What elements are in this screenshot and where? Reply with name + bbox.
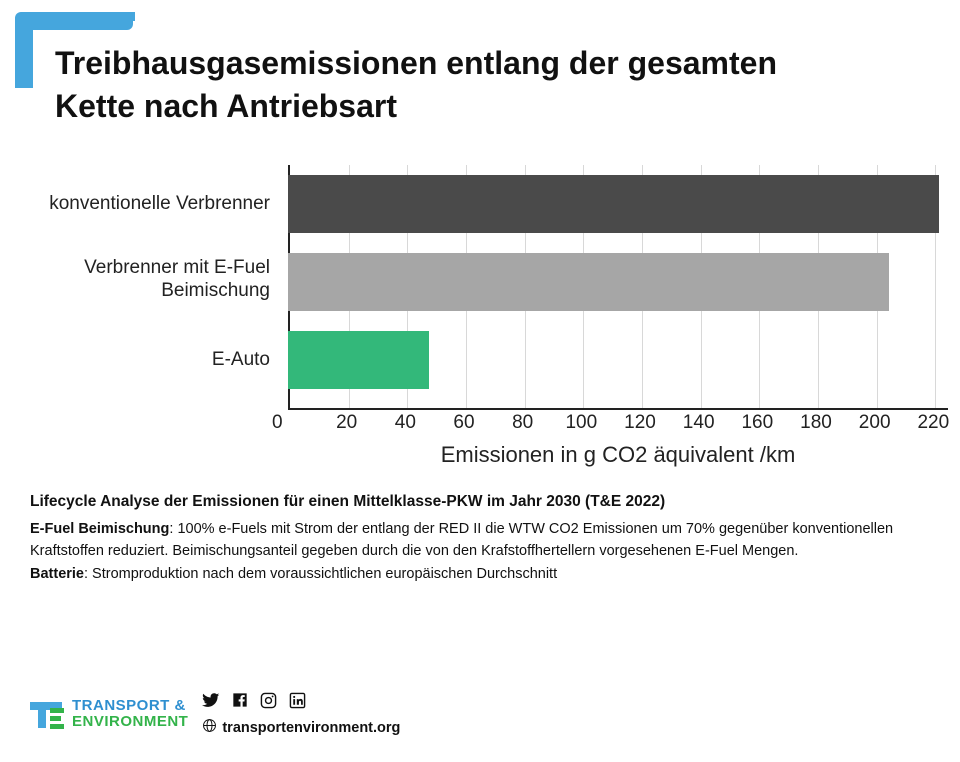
facebook-icon[interactable] [232, 692, 248, 713]
bar-chart: konventionelle Verbrenner Verbrenner mit… [30, 160, 940, 460]
bar-0 [288, 175, 939, 233]
bar-2 [288, 331, 429, 389]
url-row: transportenvironment.org [202, 718, 400, 737]
x-tick: 120 [624, 412, 656, 434]
x-axis-ticks: 20 40 60 80 100 120 140 160 180 200 220 [288, 412, 948, 440]
title-line2: Kette nach Antriebsart [55, 88, 397, 124]
social-block: transportenvironment.org [202, 691, 400, 737]
bar-label-1b: Beimischung [161, 280, 270, 301]
bar-label-1a: Verbrenner mit E-Fuel [84, 257, 270, 278]
linkedin-icon[interactable] [289, 692, 306, 714]
x-tick: 160 [741, 412, 773, 434]
logo-line2: ENVIRONMENT [72, 714, 188, 730]
brand-logo: TRANSPORT & ENVIRONMENT [30, 696, 188, 732]
footnote-line1: E-Fuel Beimischung: 100% e-Fuels mit Str… [30, 518, 930, 563]
url-text[interactable]: transportenvironment.org [222, 720, 400, 736]
twitter-icon[interactable] [202, 691, 220, 714]
footnote-line2-bold: Batterie [30, 566, 84, 582]
bar-row-0 [288, 175, 948, 233]
footnote-line2: Batterie: Stromproduktion nach dem vorau… [30, 563, 930, 585]
footnote-lead: Lifecycle Analyse der Emissionen für ein… [30, 490, 930, 514]
footnote-line1-bold: E-Fuel Beimischung [30, 521, 169, 537]
bar-1 [288, 253, 889, 311]
x-tick: 200 [859, 412, 891, 434]
x-tick-0: 0 [272, 412, 283, 434]
x-tick: 80 [512, 412, 533, 434]
bar-row-1 [288, 253, 948, 311]
footer: TRANSPORT & ENVIRONMENT transportenviron… [30, 691, 400, 737]
logo-mark-icon [30, 696, 66, 732]
social-icons-row [202, 691, 400, 714]
chart-title: Treibhausgasemissionen entlang der gesam… [55, 42, 925, 128]
x-tick: 140 [683, 412, 715, 434]
footnote-line2-rest: : Stromproduktion nach dem voraussichtli… [84, 566, 557, 582]
footnotes: Lifecycle Analyse der Emissionen für ein… [30, 490, 930, 585]
bar-label-0: konventionelle Verbrenner [30, 193, 270, 216]
title-line1: Treibhausgasemissionen entlang der gesam… [55, 45, 777, 81]
bar-row-2 [288, 331, 948, 389]
x-tick: 100 [565, 412, 597, 434]
logo-line1: TRANSPORT & [72, 698, 188, 714]
bar-label-2: E-Auto [30, 349, 270, 372]
x-tick: 220 [917, 412, 949, 434]
x-tick: 40 [395, 412, 416, 434]
bar-label-1: Verbrenner mit E-Fuel Beimischung Verbre… [30, 257, 270, 303]
x-tick: 60 [453, 412, 474, 434]
x-tick: 180 [800, 412, 832, 434]
logo-text: TRANSPORT & ENVIRONMENT [72, 698, 188, 730]
x-tick: 20 [336, 412, 357, 434]
x-axis-label: Emissionen in g CO2 äquivalent /km [288, 442, 948, 468]
instagram-icon[interactable] [260, 692, 277, 714]
globe-icon [202, 718, 217, 737]
